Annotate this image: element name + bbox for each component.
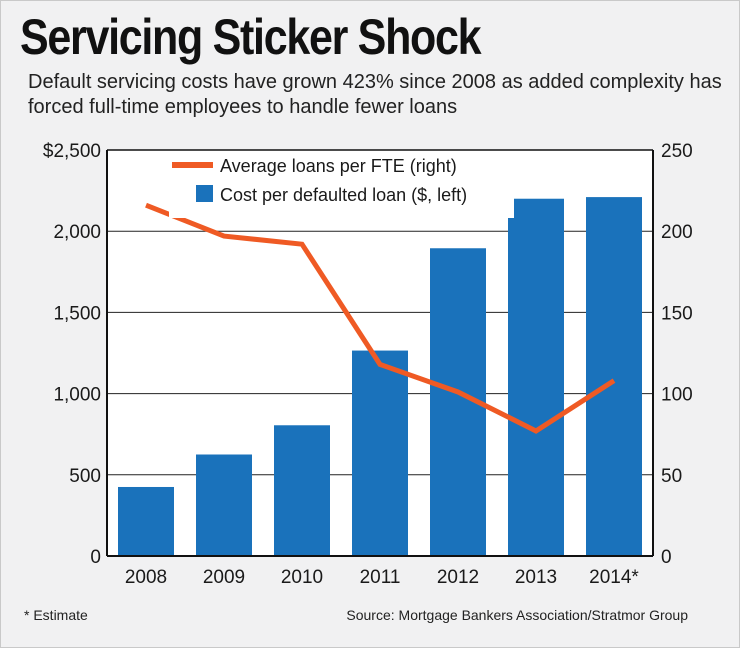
tick-left: 500 <box>69 466 101 487</box>
bar-2013 <box>508 198 564 556</box>
chart-subtitle: Default servicing costs have grown 423% … <box>28 71 722 118</box>
tick-x: 2010 <box>281 567 323 588</box>
legend-swatch-bar <box>196 185 213 202</box>
legend-label-bar: Cost per defaulted loan ($, left) <box>220 185 467 205</box>
tick-x: 2008 <box>125 567 167 588</box>
bar-2014 <box>586 197 642 556</box>
line-loans-per-fte <box>145 202 616 434</box>
legend-box <box>169 158 514 218</box>
tick-left: 0 <box>90 547 101 568</box>
tick-right: 50 <box>661 466 682 487</box>
bar-2008 <box>118 486 174 556</box>
tick-x: 2011 <box>360 567 401 588</box>
tick-left: $2,500 <box>43 141 101 162</box>
tick-x: 2013 <box>515 567 557 588</box>
tick-right: 100 <box>661 385 693 406</box>
tick-right: 200 <box>661 222 693 243</box>
tick-x: 2014* <box>589 567 639 588</box>
chart-title: Servicing Sticker Shock <box>20 9 482 65</box>
tick-right: 0 <box>661 547 672 568</box>
source-note: Source: Mortgage Bankers Association/Str… <box>346 607 688 623</box>
tick-left: 1,500 <box>53 303 101 324</box>
tick-left: 1,000 <box>53 385 101 406</box>
bar-2010 <box>274 425 330 556</box>
legend-label-line: Average loans per FTE (right) <box>220 156 457 176</box>
tick-x: 2012 <box>437 567 479 588</box>
bar-2009 <box>196 454 252 556</box>
tick-right: 150 <box>661 303 693 324</box>
tick-right: 250 <box>661 141 693 162</box>
footnote: * Estimate <box>24 607 88 623</box>
tick-left: 2,000 <box>53 222 101 243</box>
tick-x: 2009 <box>203 567 245 588</box>
bar-2011 <box>352 350 408 556</box>
